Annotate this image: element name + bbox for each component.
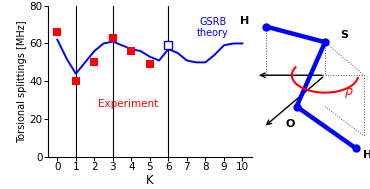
Text: O: O [286, 119, 295, 129]
Text: Experiment: Experiment [98, 99, 158, 109]
Text: S: S [340, 30, 348, 40]
Text: theory: theory [197, 28, 229, 38]
X-axis label: K: K [146, 174, 154, 187]
Text: GSRB: GSRB [199, 17, 226, 27]
Text: H: H [240, 16, 249, 26]
Text: $\rho$: $\rho$ [344, 86, 354, 100]
Text: H: H [363, 150, 370, 160]
Y-axis label: Torsional splittings [MHz]: Torsional splittings [MHz] [17, 20, 27, 143]
